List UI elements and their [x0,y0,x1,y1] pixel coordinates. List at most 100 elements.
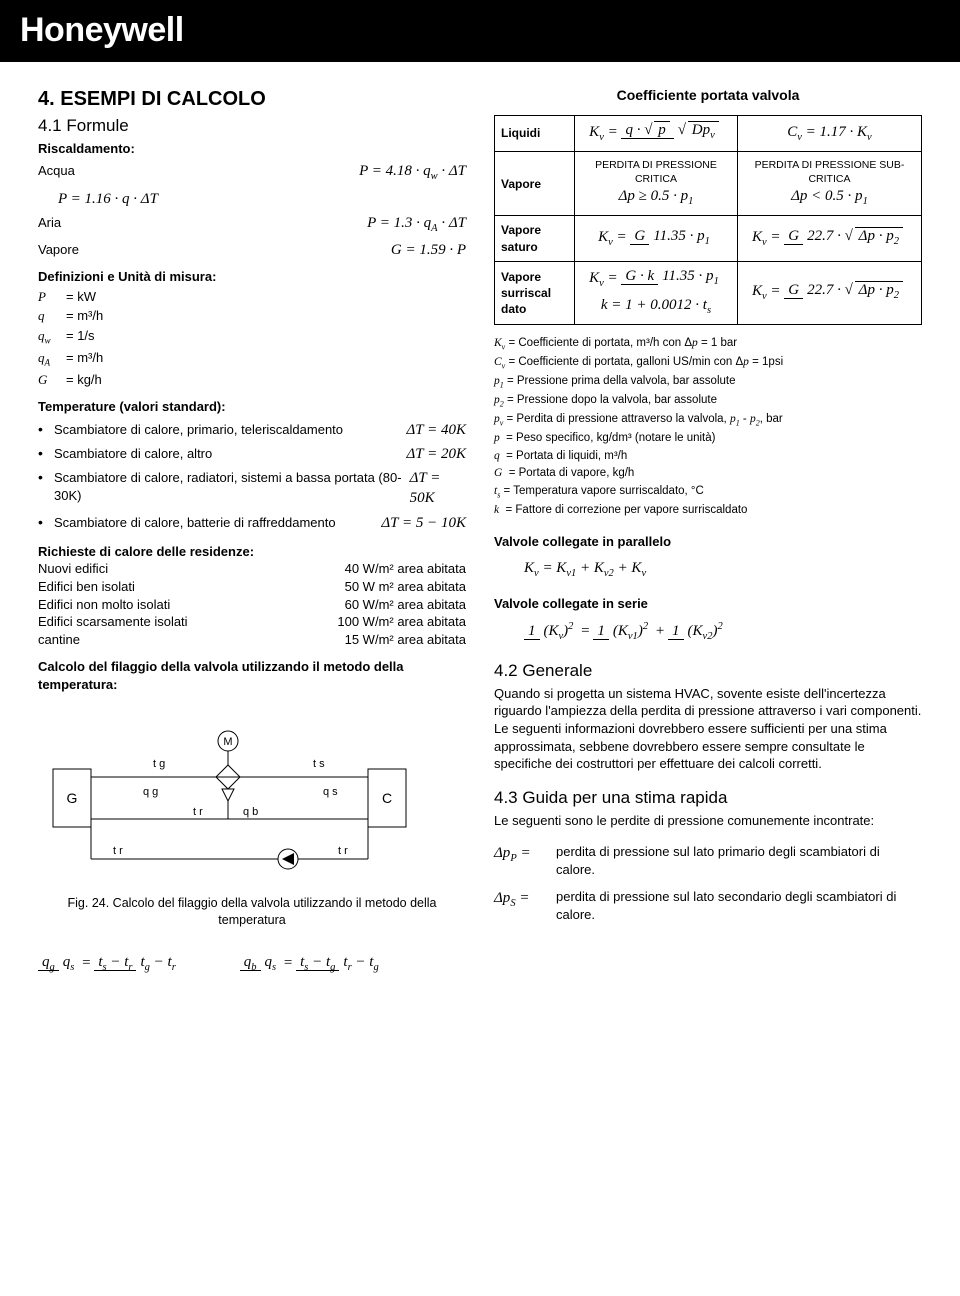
heating-label: Riscaldamento: [38,140,466,158]
guida-title: 4.3 Guida per una stima rapida [494,787,922,810]
temp-text: Scambiatore di calore, batterie di raffr… [54,514,336,532]
losses-block: ΔpP = perdita di pressione sul lato prim… [494,843,922,923]
row-label: Aria [38,214,61,232]
list-item: Edifici ben isolati 50 W m² area abitata [38,578,466,596]
right-column: Coefficiente portata valvola Liquidi Kv … [494,86,922,973]
table-row: Liquidi Kv = q · pDpv Cv = 1.17 · Kv [495,115,922,151]
figure-caption: Fig. 24. Calcolo del filaggio della valv… [38,895,466,929]
rl: Edifici ben isolati [38,578,135,596]
cell-formula: Cv = 1.17 · Kv [737,115,921,151]
richieste-title: Richieste di calore delle residenze: [38,543,466,561]
brand-header: Honeywell [0,0,960,62]
legend-line: pv = Perdita di pressione attraverso la … [494,411,922,429]
temp-val: ΔT = 5 − 10K [381,513,466,533]
cell-formula: Kv = G22.7 · Δp · p2 [737,216,921,261]
def-text: = m³/h [66,349,466,367]
rl: Edifici non molto isolati [38,596,170,614]
legend-line: p = Peso specifico, kg/dm³ (notare le un… [494,430,922,447]
svg-text:t g: t g [153,758,165,770]
cell-label: Liquidi [495,115,575,151]
svg-text:t r: t r [113,845,123,857]
legend-line: Kv K_v = Coefficiente di portata, m³/h c… [494,335,922,353]
svg-text:q b: q b [243,806,258,818]
legend-line: q = Portata di liquidi, m³/h [494,448,922,465]
formula-text: P = 1.3 · qA · ΔT [367,213,466,236]
def-text: = kW [66,288,466,306]
svg-text:t s: t s [313,758,325,770]
coeff-table: Liquidi Kv = q · pDpv Cv = 1.17 · Kv Vap… [494,115,922,325]
list-item: Scambiatore di calore, primario, teleris… [38,420,466,440]
calcolo-title: Calcolo del filaggio della valvola utili… [38,658,466,693]
def-row: P= kW [38,288,466,306]
loss-sym: ΔpP = [494,843,548,878]
svg-text:q g: q g [143,786,158,798]
legend-line: ts = Temperatura vapore surriscaldato, °… [494,483,922,501]
def-row: qA= m³/h [38,349,466,369]
series-title: Valvole collegate in serie [494,595,922,613]
cell-formula: Kv = q · pDpv [575,115,738,151]
table-row: Vapore PERDITA DI PRESSIONE CRITICA Δp ≥… [495,151,922,216]
generale-title: 4.2 Generale [494,660,922,683]
rl: Edifici scarsamente isolati [38,613,188,631]
coeff-title: Coefficiente portata valvola [494,86,922,105]
list-item: Scambiatore di calore, radiatori, sistem… [38,468,466,509]
def-row: qw= 1/s [38,327,466,347]
page-body: 4. ESEMPI DI CALCOLO 4.1 Formule Riscald… [0,62,960,1013]
series-eq: 1(Kv)2 = 1(Kv1)2 + 1(Kv2)2 [524,621,922,642]
loss-row: ΔpS = perdita di pressione sul lato seco… [494,888,922,923]
formula-row: Vapore G = 1.59 · P [38,240,466,260]
rr: 40 W/m² area abitata [345,560,466,578]
cell-label: Vapore saturo [495,216,575,261]
list-item: cantine 15 W/m² area abitata [38,631,466,649]
loss-sym: ΔpS = [494,888,548,923]
formula-row: Acqua P = 4.18 · qw · ΔT [38,161,466,184]
list-item: Nuovi edifici40 W/m² area abitata [38,560,466,578]
temp-text: Scambiatore di calore, primario, teleris… [54,421,343,439]
cell-text: PERDITA DI PRESSIONE CRITICA Δp ≥ 0.5 · … [575,151,738,216]
list-item: Edifici non molto isolati 60 W/m² area ab… [38,596,466,614]
svg-text:M: M [223,736,232,748]
left-column: 4. ESEMPI DI CALCOLO 4.1 Formule Riscald… [38,86,466,973]
loss-text: perdita di pressione sul lato primario d… [556,843,922,878]
legend-line: k = Fattore di correzione per vapore sur… [494,502,922,519]
cell-formula: Kv = G · k11.35 · p1 k = 1 + 0.0012 · ts [575,261,738,324]
list-item: Scambiatore di calore, batterie di raffr… [38,513,466,533]
rl: cantine [38,631,80,649]
svg-text:t r: t r [193,806,203,818]
bottom-equations: qgqs = ts − trtg − tr qbqs = ts − tgtr −… [38,953,466,973]
equation: qbqs = ts − tgtr − tg [240,953,383,973]
def-text: = m³/h [66,307,466,325]
richieste-list: Nuovi edifici40 W/m² area abitata Edific… [38,560,466,648]
rr: 15 W/m² area abitata [345,631,466,649]
temp-val: ΔT = 50K [410,468,466,509]
rr: 50 W m² area abitata [345,578,466,596]
parallel-eq: Kv = Kv1 + Kv2 + Kv [524,558,922,581]
schematic-diagram: G C M t g t s q g q s t r q b t r t r [38,709,466,889]
legend-line: Cv = Coefficiente di portata, galloni US… [494,354,922,372]
temp-text: Scambiatore di calore, radiatori, sistem… [54,469,410,504]
section-title: 4. ESEMPI DI CALCOLO [38,86,466,113]
generale-body: Quando si progetta un sistema HVAC, sove… [494,685,922,773]
def-text: = kg/h [66,371,466,389]
temp-val: ΔT = 40K [406,420,466,440]
loss-text: perdita di pressione sul lato secondario… [556,888,922,923]
cell-subtext: PERDITA DI PRESSIONE SUB-CRITICA [744,158,915,186]
svg-text:C: C [382,790,392,806]
rr: 100 W/m² area abitata [337,613,466,631]
svg-text:G: G [67,790,78,806]
table-row: Vapore saturo Kv = G11.35 · p1 Kv = G22.… [495,216,922,261]
cell-formula: Kv = G22.7 · Δp · p2 [737,261,921,324]
row-label: Acqua [38,162,75,180]
legend-line: p2 = Pressione dopo la valvola, bar asso… [494,392,922,410]
legend-line: G = Portata di vapore, kg/h [494,465,922,482]
cell-label: Vapore surriscal dato [495,261,575,324]
formula-text: G = 1.59 · P [391,240,466,260]
cell-formula: Kv = G11.35 · p1 [575,216,738,261]
legend-line: p1 = Pressione prima della valvola, bar … [494,373,922,391]
list-item: Scambiatore di calore, altroΔT = 20K [38,444,466,464]
row-label: Vapore [38,241,79,259]
rr: 60 W/m² area abitata [345,596,466,614]
temp-title: Temperature (valori standard): [38,398,466,416]
equation: qgqs = ts − trtg − tr [38,953,180,973]
loss-row: ΔpP = perdita di pressione sul lato prim… [494,843,922,878]
